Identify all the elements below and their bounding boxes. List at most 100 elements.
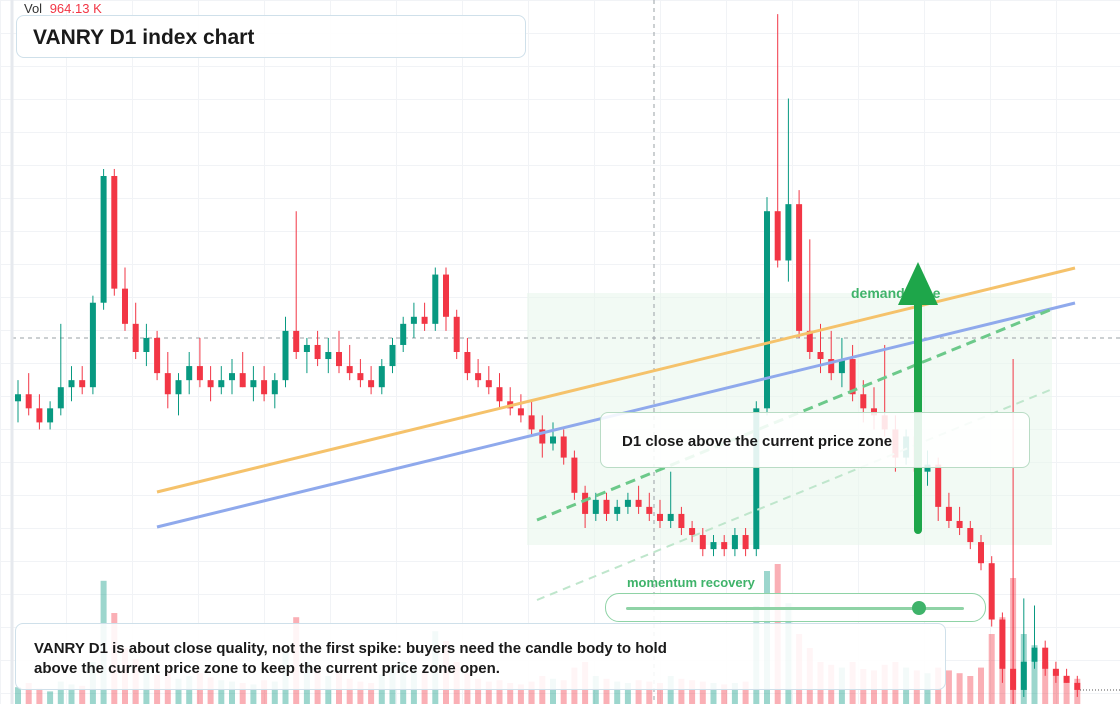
candle-body: [261, 380, 268, 395]
candle-body: [978, 542, 984, 564]
candle-body: [1031, 647, 1038, 662]
volume-bar: [239, 683, 246, 704]
volume-label: Vol: [24, 1, 43, 16]
volume-bar: [1052, 670, 1059, 704]
candle-body: [796, 204, 803, 331]
candle-body: [988, 563, 995, 620]
candle-body: [667, 513, 674, 521]
candle-body: [539, 429, 546, 444]
candle-body: [36, 408, 43, 423]
candle-body: [517, 408, 524, 416]
candle-body: [378, 366, 385, 388]
candle-body: [924, 464, 931, 472]
candle-body: [47, 408, 54, 423]
candle-body: [196, 366, 203, 381]
volume-bar: [731, 683, 738, 704]
candle-body: [635, 499, 642, 507]
candle-body: [239, 373, 246, 388]
momentum-slider: [605, 593, 986, 622]
volume-bar: [956, 673, 963, 704]
candle-body: [871, 408, 877, 416]
callout-text: D1 close above the current price zone: [622, 433, 893, 450]
volume-bar: [325, 676, 332, 704]
volume-bar: [357, 681, 364, 704]
volume-bar: [742, 681, 749, 704]
candle-body: [346, 366, 353, 374]
volume-bar: [1042, 662, 1049, 704]
volume-bar: [79, 685, 86, 704]
volume-bar: [36, 688, 43, 704]
volume-bar: [528, 681, 535, 704]
volume-bar: [261, 680, 268, 704]
candle-body: [710, 542, 717, 550]
candle-body: [496, 387, 503, 402]
candle-body: [657, 513, 663, 521]
candle-body: [849, 359, 856, 395]
volume-bar: [475, 678, 482, 704]
candle-body: [956, 520, 963, 528]
volume-legend: Vol 964.13 K: [24, 1, 102, 16]
volume-bar: [560, 680, 567, 704]
momentum-label: momentum recovery: [627, 575, 755, 590]
candle-body: [592, 499, 599, 514]
volume-bar: [68, 684, 75, 704]
candle-body: [389, 344, 396, 367]
candle-body: [860, 394, 867, 409]
candle-body: [122, 288, 128, 324]
candle-body: [68, 380, 75, 388]
candle-body: [357, 373, 364, 381]
volume-bar: [25, 683, 32, 704]
candle-body: [838, 359, 845, 374]
volume-bar: [1031, 645, 1038, 704]
candle-body: [271, 380, 278, 395]
volume-bar: [15, 687, 21, 704]
slider-track: [626, 607, 964, 610]
candle-body: [999, 619, 1006, 669]
volume-bar: [57, 681, 64, 704]
candle-body: [25, 394, 32, 409]
candle-body: [218, 380, 225, 388]
volume-bar: [945, 670, 952, 704]
candle-body: [475, 373, 482, 381]
candle-body: [785, 204, 792, 261]
candle-body: [614, 506, 621, 514]
candle-body: [528, 415, 535, 430]
candle-body: [154, 337, 161, 374]
volume-bar: [550, 678, 556, 704]
title-box: VANRY D1 index chart: [16, 15, 526, 58]
volume-bar: [624, 683, 631, 704]
note-text: VANRY D1 is about close quality, not the…: [34, 640, 667, 677]
candle-body: [303, 344, 310, 352]
candle-body: [774, 211, 781, 261]
candle-body: [132, 323, 139, 352]
candle-body: [1020, 661, 1027, 690]
candle-body: [1010, 668, 1017, 690]
slider-knob: [912, 601, 926, 615]
candle-body: [15, 394, 21, 402]
volume-bar: [646, 681, 653, 704]
volume-bar: [667, 676, 674, 704]
candle-body: [400, 323, 407, 345]
volume-bar: [229, 681, 235, 704]
volume-bar: [47, 691, 54, 704]
candle-body: [678, 513, 685, 528]
candle-body: [250, 380, 257, 388]
volume-bar: [368, 683, 375, 704]
chart-title: VANRY D1 index chart: [33, 26, 255, 49]
volume-bar: [710, 683, 717, 704]
volume-bar: [485, 681, 492, 704]
candle-body: [464, 352, 471, 374]
volume-bar: [271, 681, 278, 704]
volume-bar: [635, 680, 642, 704]
candle-body: [100, 176, 107, 303]
candle-body: [293, 330, 300, 352]
note-box: VANRY D1 is about close quality, not the…: [15, 623, 946, 690]
volume-bar: [657, 683, 663, 704]
candle-body: [646, 506, 653, 514]
candle-body: [111, 176, 118, 289]
candle-body: [443, 274, 449, 317]
candle-body: [432, 274, 439, 324]
candle-body: [753, 408, 760, 550]
volume-bar: [175, 678, 182, 704]
volume-bar: [1063, 676, 1070, 704]
